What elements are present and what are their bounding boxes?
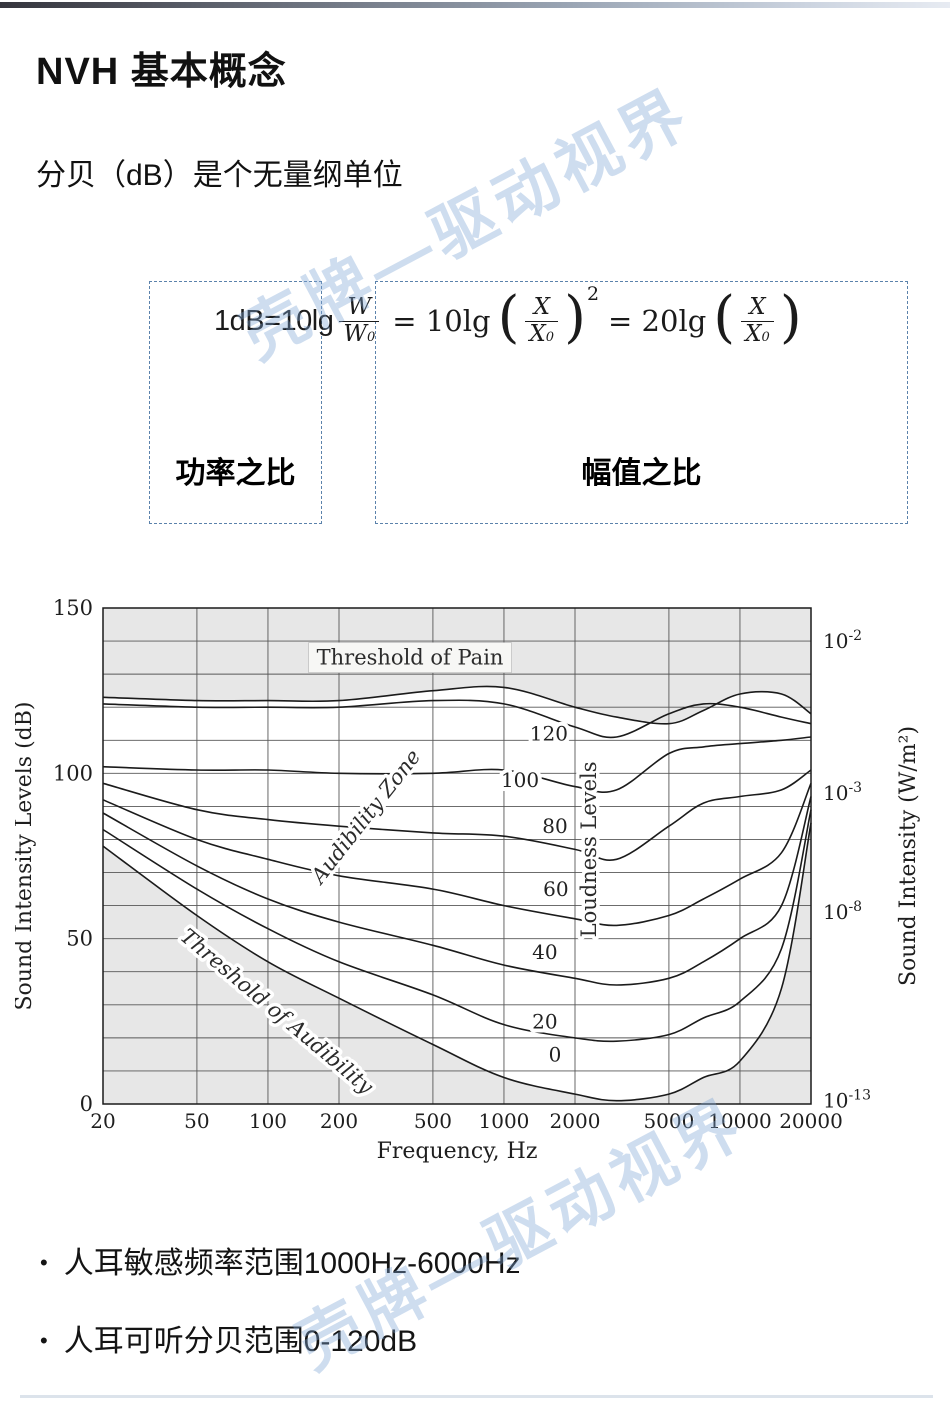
annotation-loudness-levels: Loudness Levels xyxy=(577,761,601,937)
formula-lhs: 1dB=10lg xyxy=(214,304,334,337)
x-tick-100: 100 xyxy=(249,1109,287,1133)
fraction-w-w0: W W0 xyxy=(339,294,380,348)
amplitude-ratio-box: 幅值之比 xyxy=(375,281,908,524)
curve-loudness-60 xyxy=(102,782,812,927)
contour-label-80: 80 xyxy=(542,814,567,838)
power-ratio-label: 功率之比 xyxy=(175,457,296,490)
fraction-x-x0-squared: X X0 xyxy=(525,294,559,348)
x-axis-title: Frequency, Hz xyxy=(377,1139,538,1164)
x-tick-500: 500 xyxy=(414,1109,452,1133)
top-gradient-rule xyxy=(0,2,950,8)
power-ratio-box: 功率之比 xyxy=(149,281,322,524)
bullet-audible-db-range: • 人耳可听分贝范围0-120dB xyxy=(40,1325,418,1358)
x-tick-10000: 10000 xyxy=(708,1109,772,1133)
bullet-dot: • xyxy=(40,1250,48,1275)
formula-eq1: = 10lg xyxy=(392,304,491,338)
x-tick-2000: 2000 xyxy=(550,1109,601,1133)
close-paren-2: ) xyxy=(779,284,802,350)
y-tick-right-10e-13: 10-13 xyxy=(823,1088,871,1113)
gridlines xyxy=(103,608,811,1104)
decibel-formula: 1dB=10lg W W0 = 10lg ( X X0 ) 2 = 20lg (… xyxy=(150,283,920,357)
curve-loudness-120 xyxy=(102,699,812,739)
fraction-x-x0: X X0 xyxy=(741,294,774,348)
curve-loudness-40 xyxy=(102,796,812,986)
formula-eq2: = 20lg xyxy=(608,304,707,338)
y-tick-right-10e-8: 10-8 xyxy=(823,899,862,924)
y-axis-title-right: Sound Intensity (W/m²) xyxy=(896,726,921,986)
curve-loudness-80 xyxy=(102,769,812,861)
amplitude-ratio-label: 幅值之比 xyxy=(581,457,702,490)
contour-label-40: 40 xyxy=(532,940,557,964)
contour-label-120: 120 xyxy=(530,722,568,746)
annotation-box xyxy=(308,642,512,673)
y-tick-right-10e-2: 10-2 xyxy=(823,628,862,653)
y-tick-left-100: 100 xyxy=(53,761,93,785)
x-tick-20: 20 xyxy=(90,1109,115,1133)
plot-border xyxy=(102,607,812,1105)
page-title: NVH 基本概念 xyxy=(36,51,287,93)
y-tick-left-0: 0 xyxy=(80,1092,93,1116)
equal-loudness-contour-chart: 120 100 80 60 40 20 0 Threshold of Pain Audibili… xyxy=(12,583,935,1183)
contour-label-100: 100 xyxy=(501,768,539,792)
x-tick-1000: 1000 xyxy=(479,1109,530,1133)
curve-loudness-100 xyxy=(102,736,812,793)
bullet-dot: • xyxy=(40,1328,48,1353)
contour-label-60: 60 xyxy=(543,877,568,901)
bottom-divider xyxy=(20,1395,933,1398)
annotation-threshold-of-pain: Threshold of Pain xyxy=(317,646,504,670)
x-tick-20000: 20000 xyxy=(779,1109,843,1133)
y-axis-title-left: Sound Intensity Levels (dB) xyxy=(15,701,37,1010)
open-paren-1: ( xyxy=(497,284,520,350)
y-tick-left-150: 150 xyxy=(53,596,93,620)
curve-threshold-of-audibility xyxy=(102,822,812,1102)
x-tick-50: 50 xyxy=(184,1109,209,1133)
y-tick-left-50: 50 xyxy=(66,927,93,951)
formula-exponent: 2 xyxy=(586,283,600,305)
open-paren-2: ( xyxy=(713,284,736,350)
y-tick-right-10e-3: 10-3 xyxy=(823,780,862,805)
curve-threshold-of-pain xyxy=(102,685,812,725)
x-tick-5000: 5000 xyxy=(643,1109,694,1133)
contour-label-0: 0 xyxy=(549,1042,562,1066)
curve-loudness-20 xyxy=(102,809,812,1043)
x-tick-200: 200 xyxy=(320,1109,358,1133)
bullet-sensitive-frequency-range: • 人耳敏感频率范围1000Hz-6000Hz xyxy=(40,1247,521,1280)
contour-label-20: 20 xyxy=(532,1009,557,1033)
close-paren-1: ) xyxy=(564,284,586,350)
subtitle-decibel-definition: 分贝（dB）是个无量纲单位 xyxy=(36,159,403,192)
